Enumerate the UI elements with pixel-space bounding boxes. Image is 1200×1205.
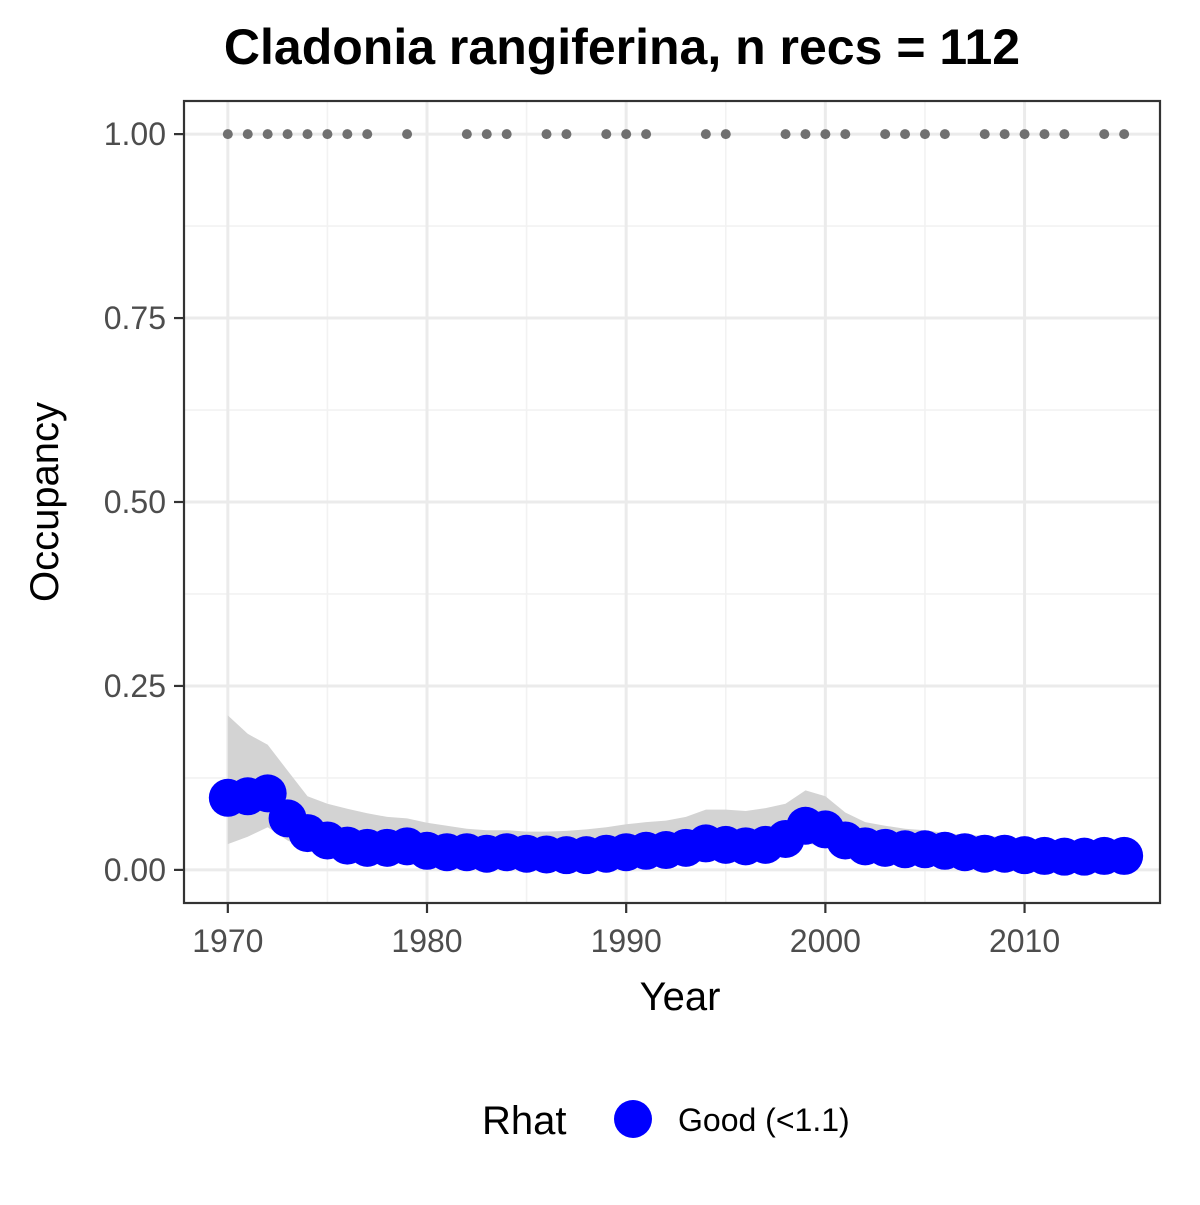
record-point (1019, 129, 1030, 140)
y-axis: 0.00 0.25 0.50 0.75 1.00 (104, 116, 184, 888)
y-tick-label: 0.00 (104, 852, 166, 888)
record-point (840, 129, 851, 140)
record-point (780, 129, 791, 140)
x-axis: 1970 1980 1990 2000 2010 (192, 903, 1060, 959)
x-tick-label: 2010 (989, 923, 1060, 959)
record-point (342, 129, 353, 140)
occupancy-point (1105, 836, 1144, 875)
record-point (561, 129, 572, 140)
record-point (700, 129, 711, 140)
y-tick-label: 0.50 (104, 484, 166, 520)
record-point (541, 129, 552, 140)
occupancy-estimate-points (208, 774, 1144, 876)
record-point (282, 129, 293, 140)
y-tick-label: 0.75 (104, 300, 166, 336)
grid-lines (184, 101, 1160, 903)
record-point (601, 129, 612, 140)
record-point (1099, 129, 1110, 140)
legend: Rhat Good (<1.1) (482, 1099, 850, 1143)
record-point (501, 129, 512, 140)
x-tick-label: 1990 (591, 923, 662, 959)
record-point (402, 129, 413, 140)
record-point (302, 129, 313, 140)
record-point (362, 129, 373, 140)
record-point (322, 129, 333, 140)
chart-title: Cladonia rangiferina, n recs = 112 (224, 19, 1020, 75)
record-point (880, 129, 891, 140)
record-point (1059, 129, 1070, 140)
record-point (461, 129, 472, 140)
record-point (979, 129, 990, 140)
record-point (262, 129, 273, 140)
x-tick-label: 2000 (790, 923, 861, 959)
record-point (1119, 129, 1130, 140)
legend-label-good: Good (<1.1) (678, 1102, 850, 1138)
record-point (621, 129, 632, 140)
record-point (641, 129, 652, 140)
record-point (800, 129, 811, 140)
record-point (242, 129, 253, 140)
record-point (939, 129, 950, 140)
y-axis-label: Occupancy (23, 402, 67, 602)
record-point (999, 129, 1010, 140)
x-axis-label: Year (640, 975, 721, 1019)
x-tick-label: 1980 (391, 923, 462, 959)
record-point (900, 129, 911, 140)
y-tick-label: 0.25 (104, 668, 166, 704)
y-tick-label: 1.00 (104, 116, 166, 152)
record-point (820, 129, 831, 140)
legend-key-good (614, 1100, 652, 1138)
record-point (720, 129, 731, 140)
legend-title: Rhat (482, 1099, 567, 1143)
record-point (222, 129, 233, 140)
record-point (1039, 129, 1050, 140)
x-tick-label: 1970 (192, 923, 263, 959)
record-point (481, 129, 492, 140)
record-point (919, 129, 930, 140)
record-points (222, 129, 1130, 140)
